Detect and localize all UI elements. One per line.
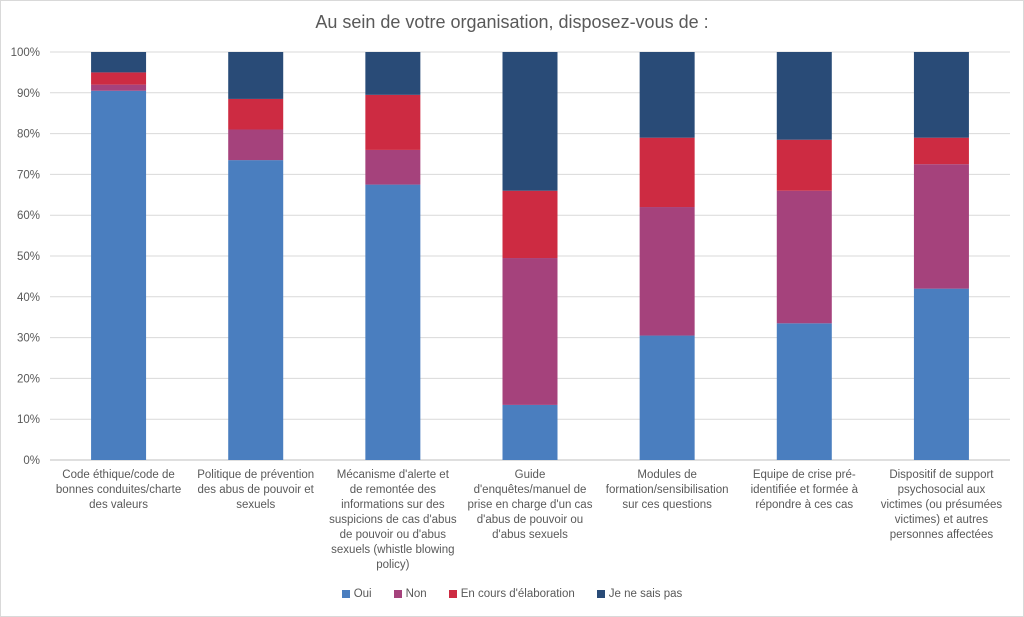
x-tick-label: Politique de prévention des abus de pouv… <box>197 469 315 511</box>
legend-label: Non <box>405 588 427 600</box>
y-tick-label: 100% <box>11 47 40 59</box>
bar-segment <box>502 258 558 405</box>
bar-segment <box>91 52 147 73</box>
y-tick-label: 0% <box>23 455 40 467</box>
bar-segment <box>776 139 832 191</box>
legend-label: Je ne sais pas <box>608 588 683 600</box>
legend-item: Non <box>393 588 427 600</box>
legend-label: En cours d'élaboration <box>460 588 575 600</box>
y-tick-label: 10% <box>17 414 40 426</box>
y-tick-label: 20% <box>17 373 40 385</box>
x-tick-label: Guide d'enquêtes/manuel de prise en char… <box>467 469 593 541</box>
legend-label: Oui <box>353 588 372 600</box>
bar-segment <box>91 90 147 460</box>
bar-segment <box>502 190 558 259</box>
legend-swatch <box>596 590 605 598</box>
legend: Oui Non En cours d'élaboration Je ne sais p… <box>0 588 1024 600</box>
bar-segment <box>228 52 284 99</box>
chart-title: Au sein de votre organisation, disposez-… <box>315 12 709 32</box>
bar-segment <box>91 72 147 85</box>
bar-segment <box>502 404 558 460</box>
bar-segment <box>639 335 695 460</box>
bar-segment <box>639 137 695 208</box>
bar-segment <box>365 184 421 460</box>
x-tick-label: Code éthique/code de bonnes conduites/ch… <box>55 469 182 511</box>
x-tick-label: Mécanisme d'alerte et de remontée des in… <box>329 469 457 571</box>
bar-segment <box>639 52 695 138</box>
bar-segment <box>639 207 695 336</box>
y-tick-label: 50% <box>17 251 40 263</box>
bar-segment <box>365 52 421 95</box>
x-tick-label: Equipe de crise pré-identifiée et formée… <box>750 469 858 511</box>
legend-swatch <box>448 590 457 598</box>
bar-segment <box>228 129 284 161</box>
y-tick-label: 80% <box>17 129 40 141</box>
legend-item: Oui <box>341 588 372 600</box>
bar-segment <box>776 190 832 324</box>
bar-segment <box>365 94 421 150</box>
bar-segment <box>228 98 284 130</box>
bar-segment <box>776 52 832 140</box>
bar-segment <box>228 160 284 460</box>
bar-segment <box>913 137 969 165</box>
y-tick-label: 30% <box>17 333 40 345</box>
bar-segment <box>913 164 969 289</box>
x-tick-label: Dispositif de support psychosocial aux v… <box>880 469 1003 541</box>
legend-item: Je ne sais pas <box>596 588 683 600</box>
legend-swatch <box>341 590 350 598</box>
bar-segment <box>776 323 832 460</box>
x-tick-label: Modules de formation/sensibilisation sur… <box>605 469 729 511</box>
bar-segment <box>91 84 147 91</box>
legend-item: En cours d'élaboration <box>448 588 575 600</box>
legend-swatch <box>393 590 402 598</box>
y-tick-label: 60% <box>17 210 40 222</box>
bar-segment <box>913 52 969 138</box>
y-tick-label: 70% <box>17 169 40 181</box>
bar-segment <box>913 288 969 460</box>
y-tick-label: 40% <box>17 292 40 304</box>
bar-segment <box>502 52 558 191</box>
y-tick-label: 90% <box>17 88 40 100</box>
bar-segment <box>365 149 421 185</box>
